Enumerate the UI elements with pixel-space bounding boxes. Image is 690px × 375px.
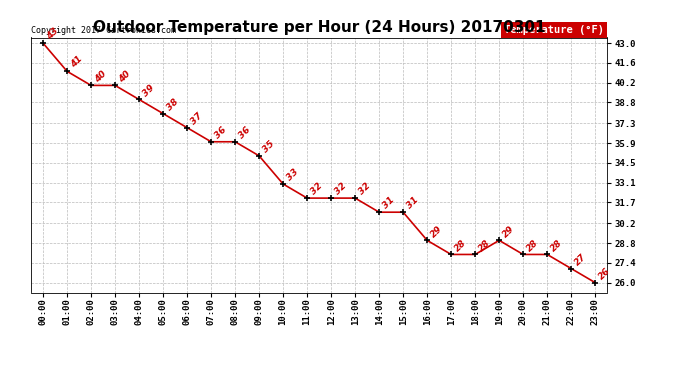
Text: 27: 27 [573,252,589,267]
Text: 28: 28 [477,238,492,253]
Text: 32: 32 [309,182,324,197]
Text: 29: 29 [501,224,516,239]
Text: 28: 28 [549,238,564,253]
Text: 33: 33 [285,167,300,183]
Text: Copyright 2017 Cartronics.com: Copyright 2017 Cartronics.com [31,26,176,35]
Text: 38: 38 [165,97,180,112]
Text: 35: 35 [261,139,276,154]
Text: 37: 37 [189,111,204,126]
Text: 36: 36 [213,125,228,140]
Title: Outdoor Temperature per Hour (24 Hours) 20170301: Outdoor Temperature per Hour (24 Hours) … [93,20,545,35]
Text: 31: 31 [381,196,396,211]
Text: 32: 32 [357,182,373,197]
Text: 43: 43 [45,27,60,42]
Text: 32: 32 [333,182,348,197]
Text: 41: 41 [69,55,84,70]
Text: 28: 28 [453,238,469,253]
Text: 29: 29 [429,224,444,239]
Text: 36: 36 [237,125,253,140]
Text: 39: 39 [141,83,156,98]
Text: 31: 31 [405,196,420,211]
Text: Temperature (°F): Temperature (°F) [504,25,604,35]
Text: 40: 40 [93,69,108,84]
Text: 26: 26 [597,266,612,281]
Text: 28: 28 [525,238,540,253]
Text: 40: 40 [117,69,132,84]
